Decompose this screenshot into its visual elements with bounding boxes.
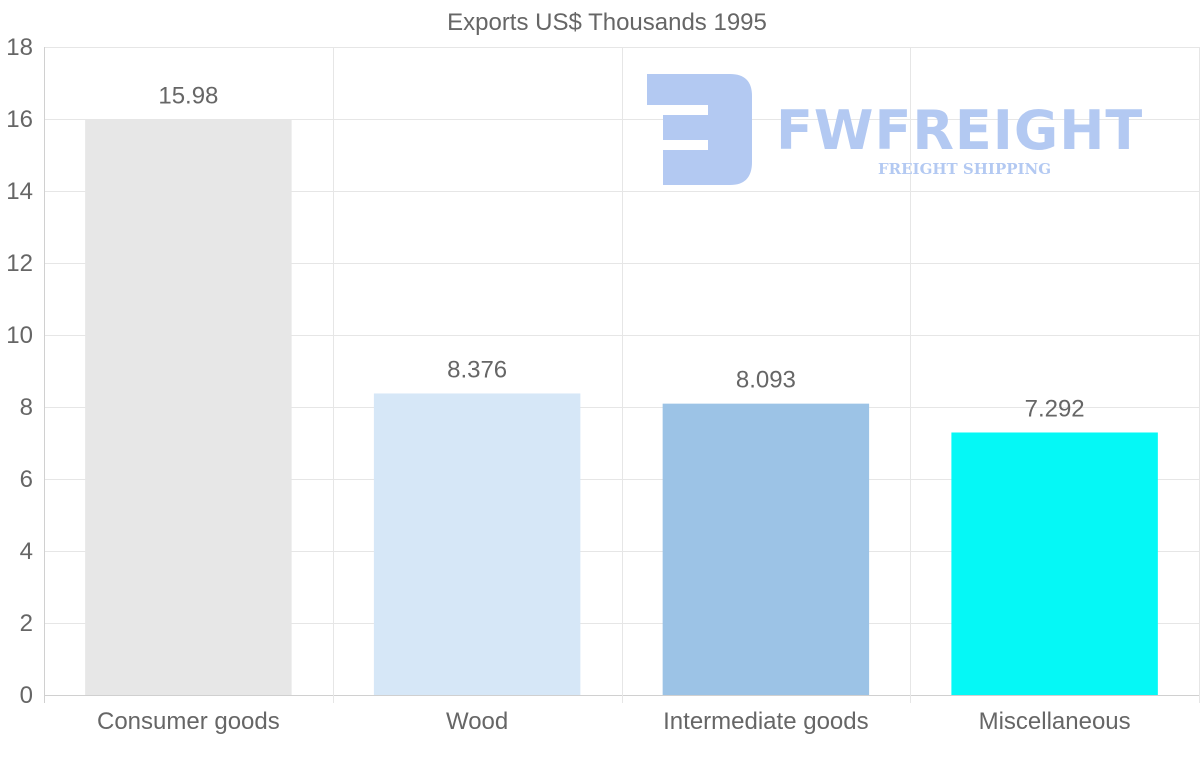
y-tick-label-8: 16 <box>6 106 33 133</box>
value-label-3: 7.292 <box>1025 395 1085 422</box>
y-tick-label-9: 18 <box>6 34 33 61</box>
y-tick-label-7: 14 <box>6 178 33 205</box>
y-tick-label-0: 0 <box>20 682 33 709</box>
value-label-0: 15.98 <box>158 83 218 110</box>
x-axis-ticks: Consumer goods Wood Intermediate goods Misc… <box>97 708 1131 735</box>
y-tick-label-2: 4 <box>20 538 33 565</box>
value-label-1: 8.376 <box>447 356 507 383</box>
fwfreight-logo-icon <box>647 74 752 185</box>
value-label-2: 8.093 <box>736 367 796 394</box>
fwfreight-watermark: FWFREIGHT FREIGHT SHIPPING <box>647 74 1143 185</box>
y-axis-ticks: 0 2 4 6 8 10 12 14 16 18 <box>6 34 33 709</box>
bar-3 <box>951 432 1158 695</box>
x-tick-label-1: Wood <box>446 708 508 735</box>
y-tick-label-3: 6 <box>20 466 33 493</box>
bar-1 <box>373 393 581 695</box>
chart-title: Exports US$ Thousands 1995 <box>447 9 767 36</box>
x-tick-label-3: Miscellaneous <box>979 708 1131 735</box>
y-tick-label-1: 2 <box>20 610 33 637</box>
y-tick-label-5: 10 <box>6 322 33 349</box>
y-tick-label-6: 12 <box>6 250 33 277</box>
x-tick-label-2: Intermediate goods <box>663 708 868 735</box>
bar-2 <box>662 403 870 695</box>
chart-bars <box>85 119 1158 696</box>
x-tick-label-0: Consumer goods <box>97 708 280 735</box>
bar-0 <box>85 119 292 696</box>
chart-value-labels: 15.98 8.376 8.093 7.292 <box>158 83 1084 423</box>
y-tick-label-4: 8 <box>20 394 33 421</box>
watermark-tagline: FREIGHT SHIPPING <box>878 160 1051 178</box>
watermark-name: FWFREIGHT <box>776 99 1143 162</box>
